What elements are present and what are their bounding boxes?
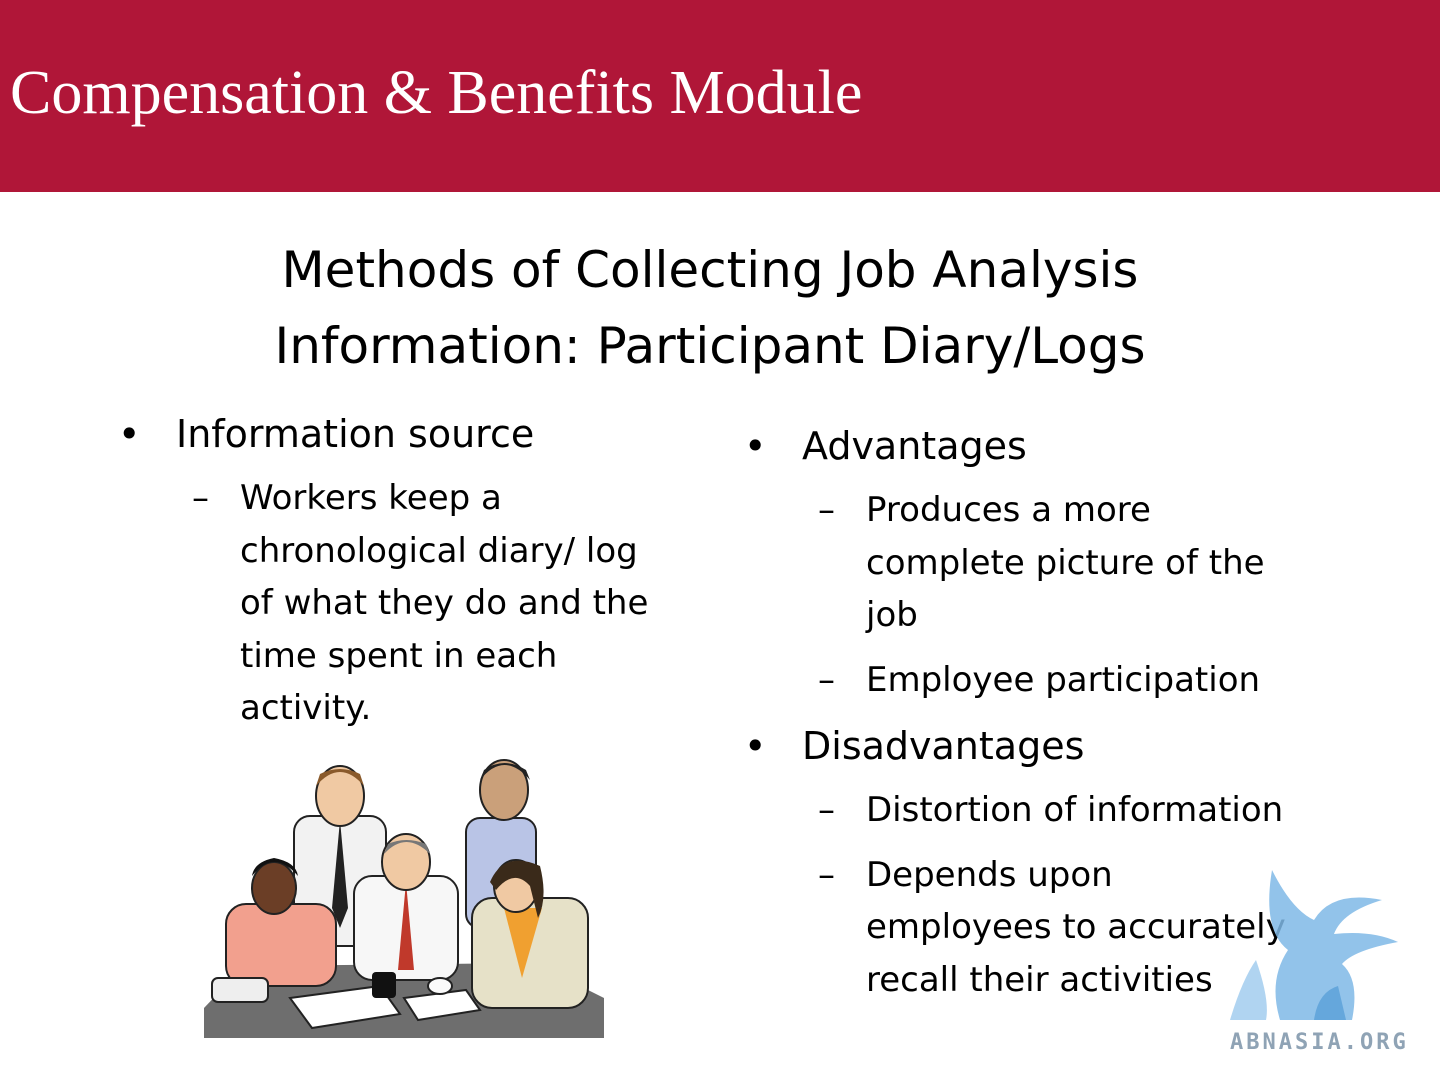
sub-bullet-distortion: – Distortion of information (744, 784, 1344, 837)
sub-bullet-depends-upon: – Depends upon employees to accurately r… (744, 849, 1344, 1007)
sub-bullet-employee-participation: – Employee participation (744, 654, 1344, 707)
sub-bullet-line: recall their activities (866, 959, 1213, 1000)
sub-bullet-line: Employee participation (866, 659, 1261, 700)
sub-bullet-workers: – Workers keep a chronological diary/ lo… (118, 472, 698, 735)
sub-bullet-line: employees to accurately (866, 907, 1286, 947)
bullet-information-source: • Information source (118, 408, 698, 460)
sub-bullet-line: activity. (240, 688, 372, 728)
left-column: • Information source – Workers keep a ch… (118, 408, 698, 735)
slide-title-line-1: Methods of Collecting Job Analysis (281, 241, 1139, 299)
griffin-logo-icon (1230, 870, 1398, 1020)
bullet-mark: • (118, 412, 141, 456)
right-column: • Advantages – Produces a more complete … (744, 420, 1344, 1006)
sub-bullet-line: time spent in each (240, 635, 558, 676)
sub-bullet-line: chronological diary/ log (240, 530, 638, 571)
bullet-label: Advantages (802, 424, 1027, 468)
slide-title-line-2: Information: Participant Diary/Logs (274, 317, 1146, 375)
header-title: Compensation & Benefits Module (10, 59, 863, 127)
sub-bullet-line: job (866, 595, 918, 635)
team-meeting-clipart-icon (204, 759, 604, 1038)
dash-mark: – (818, 854, 835, 895)
sub-bullet-line: of what they do and the (240, 583, 649, 623)
dash-mark: – (818, 659, 835, 700)
bullet-advantages: • Advantages (744, 420, 1344, 472)
sub-bullet-line: complete picture of the (866, 542, 1265, 583)
bullet-label: Disadvantages (802, 724, 1085, 768)
bullet-label: Information source (176, 412, 535, 456)
sub-bullet-line: Distortion of information (866, 790, 1284, 830)
watermark-text: ABNASIA.ORG (1230, 1030, 1409, 1055)
watermark: ABNASIA.ORG (1222, 860, 1440, 1060)
bullet-mark: • (744, 724, 767, 768)
header-band: Compensation & Benefits Module (0, 0, 1440, 192)
dash-mark: – (818, 790, 835, 830)
sub-bullet-line: Depends upon (866, 854, 1113, 895)
sub-bullet-complete-picture: – Produces a more complete picture of th… (744, 484, 1344, 642)
slide-title: Methods of Collecting Job Analysis Infor… (150, 232, 1270, 384)
sub-bullet-line: Workers keep a (240, 478, 502, 518)
bullet-mark: • (744, 424, 767, 468)
sub-bullet-line: Produces a more (866, 490, 1151, 530)
dash-mark: – (818, 490, 835, 530)
dash-mark: – (192, 478, 209, 518)
bullet-disadvantages: • Disadvantages (744, 720, 1344, 772)
